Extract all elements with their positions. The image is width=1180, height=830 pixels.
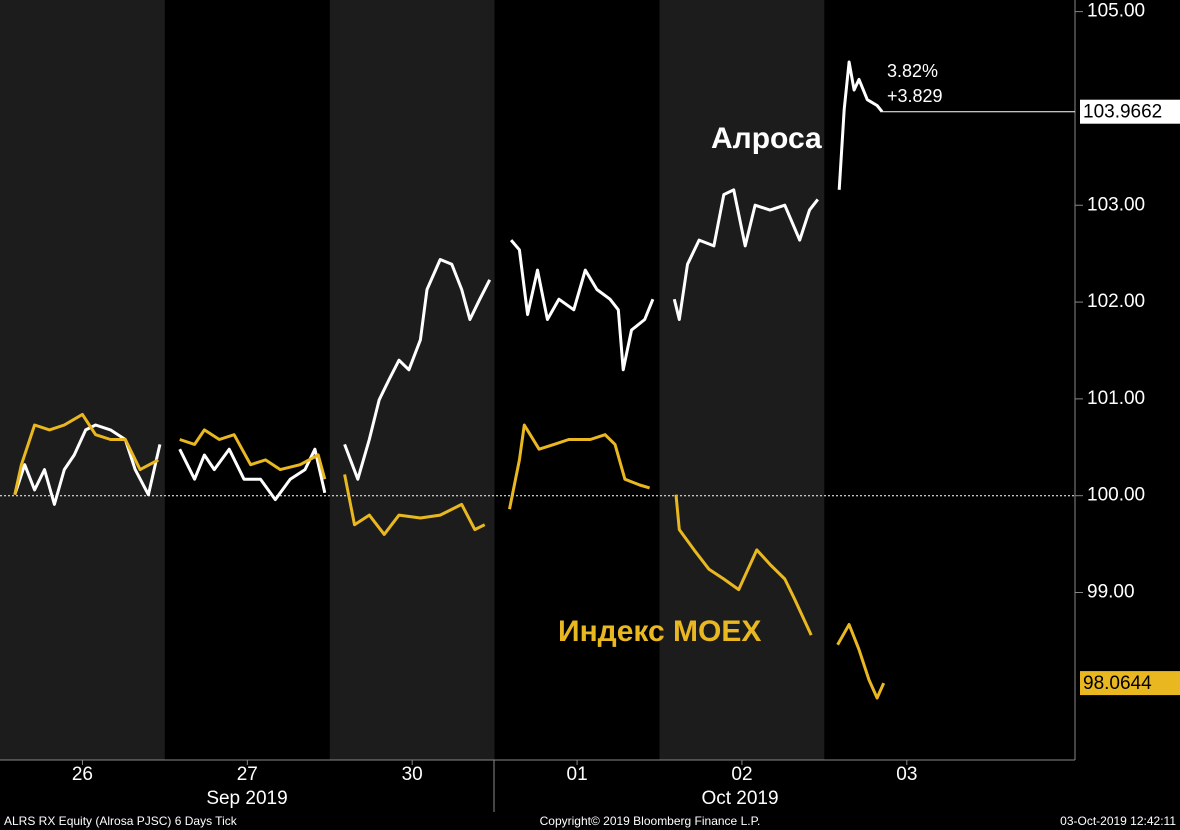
day-band bbox=[494, 0, 660, 760]
footer-center: Copyright© 2019 Bloomberg Finance L.P. bbox=[540, 814, 761, 828]
y-tick-label: 102.00 bbox=[1087, 291, 1145, 312]
x-tick-label: 30 bbox=[402, 764, 423, 785]
footer-left: ALRS RX Equity (Alrosa PJSC) 6 Days Tick bbox=[4, 814, 238, 828]
month-label: Sep 2019 bbox=[206, 788, 287, 809]
x-tick-label: 27 bbox=[237, 764, 258, 785]
last-value-box bbox=[1080, 99, 1180, 124]
day-band bbox=[164, 0, 330, 760]
annotation: +3.829 bbox=[887, 86, 943, 106]
last-value-box bbox=[1080, 671, 1180, 696]
y-tick-label: 105.00 bbox=[1087, 1, 1145, 22]
x-tick-label: 01 bbox=[567, 764, 588, 785]
day-band bbox=[824, 0, 990, 760]
annotation: 3.82% bbox=[887, 61, 938, 81]
x-tick-label: 26 bbox=[72, 764, 93, 785]
series-label: Индекс MOEX bbox=[558, 615, 761, 648]
y-tick-label: 99.00 bbox=[1087, 582, 1135, 603]
last-value-label: 98.0644 bbox=[1083, 673, 1152, 694]
series-label: Алроса bbox=[711, 122, 822, 155]
x-tick-label: 03 bbox=[896, 764, 917, 785]
footer-right: 03-Oct-2019 12:42:11 bbox=[1060, 814, 1176, 828]
last-value-label: 103.9662 bbox=[1083, 102, 1162, 123]
series-line bbox=[13, 60, 884, 506]
month-label: Oct 2019 bbox=[701, 788, 778, 809]
y-tick-label: 103.00 bbox=[1087, 194, 1145, 215]
y-tick-label: 101.00 bbox=[1087, 388, 1145, 409]
day-band bbox=[659, 0, 825, 760]
day-band bbox=[0, 0, 165, 760]
day-band bbox=[329, 0, 495, 760]
y-tick-label: 100.00 bbox=[1087, 485, 1145, 506]
x-tick-label: 02 bbox=[731, 764, 752, 785]
series-line bbox=[13, 412, 886, 700]
